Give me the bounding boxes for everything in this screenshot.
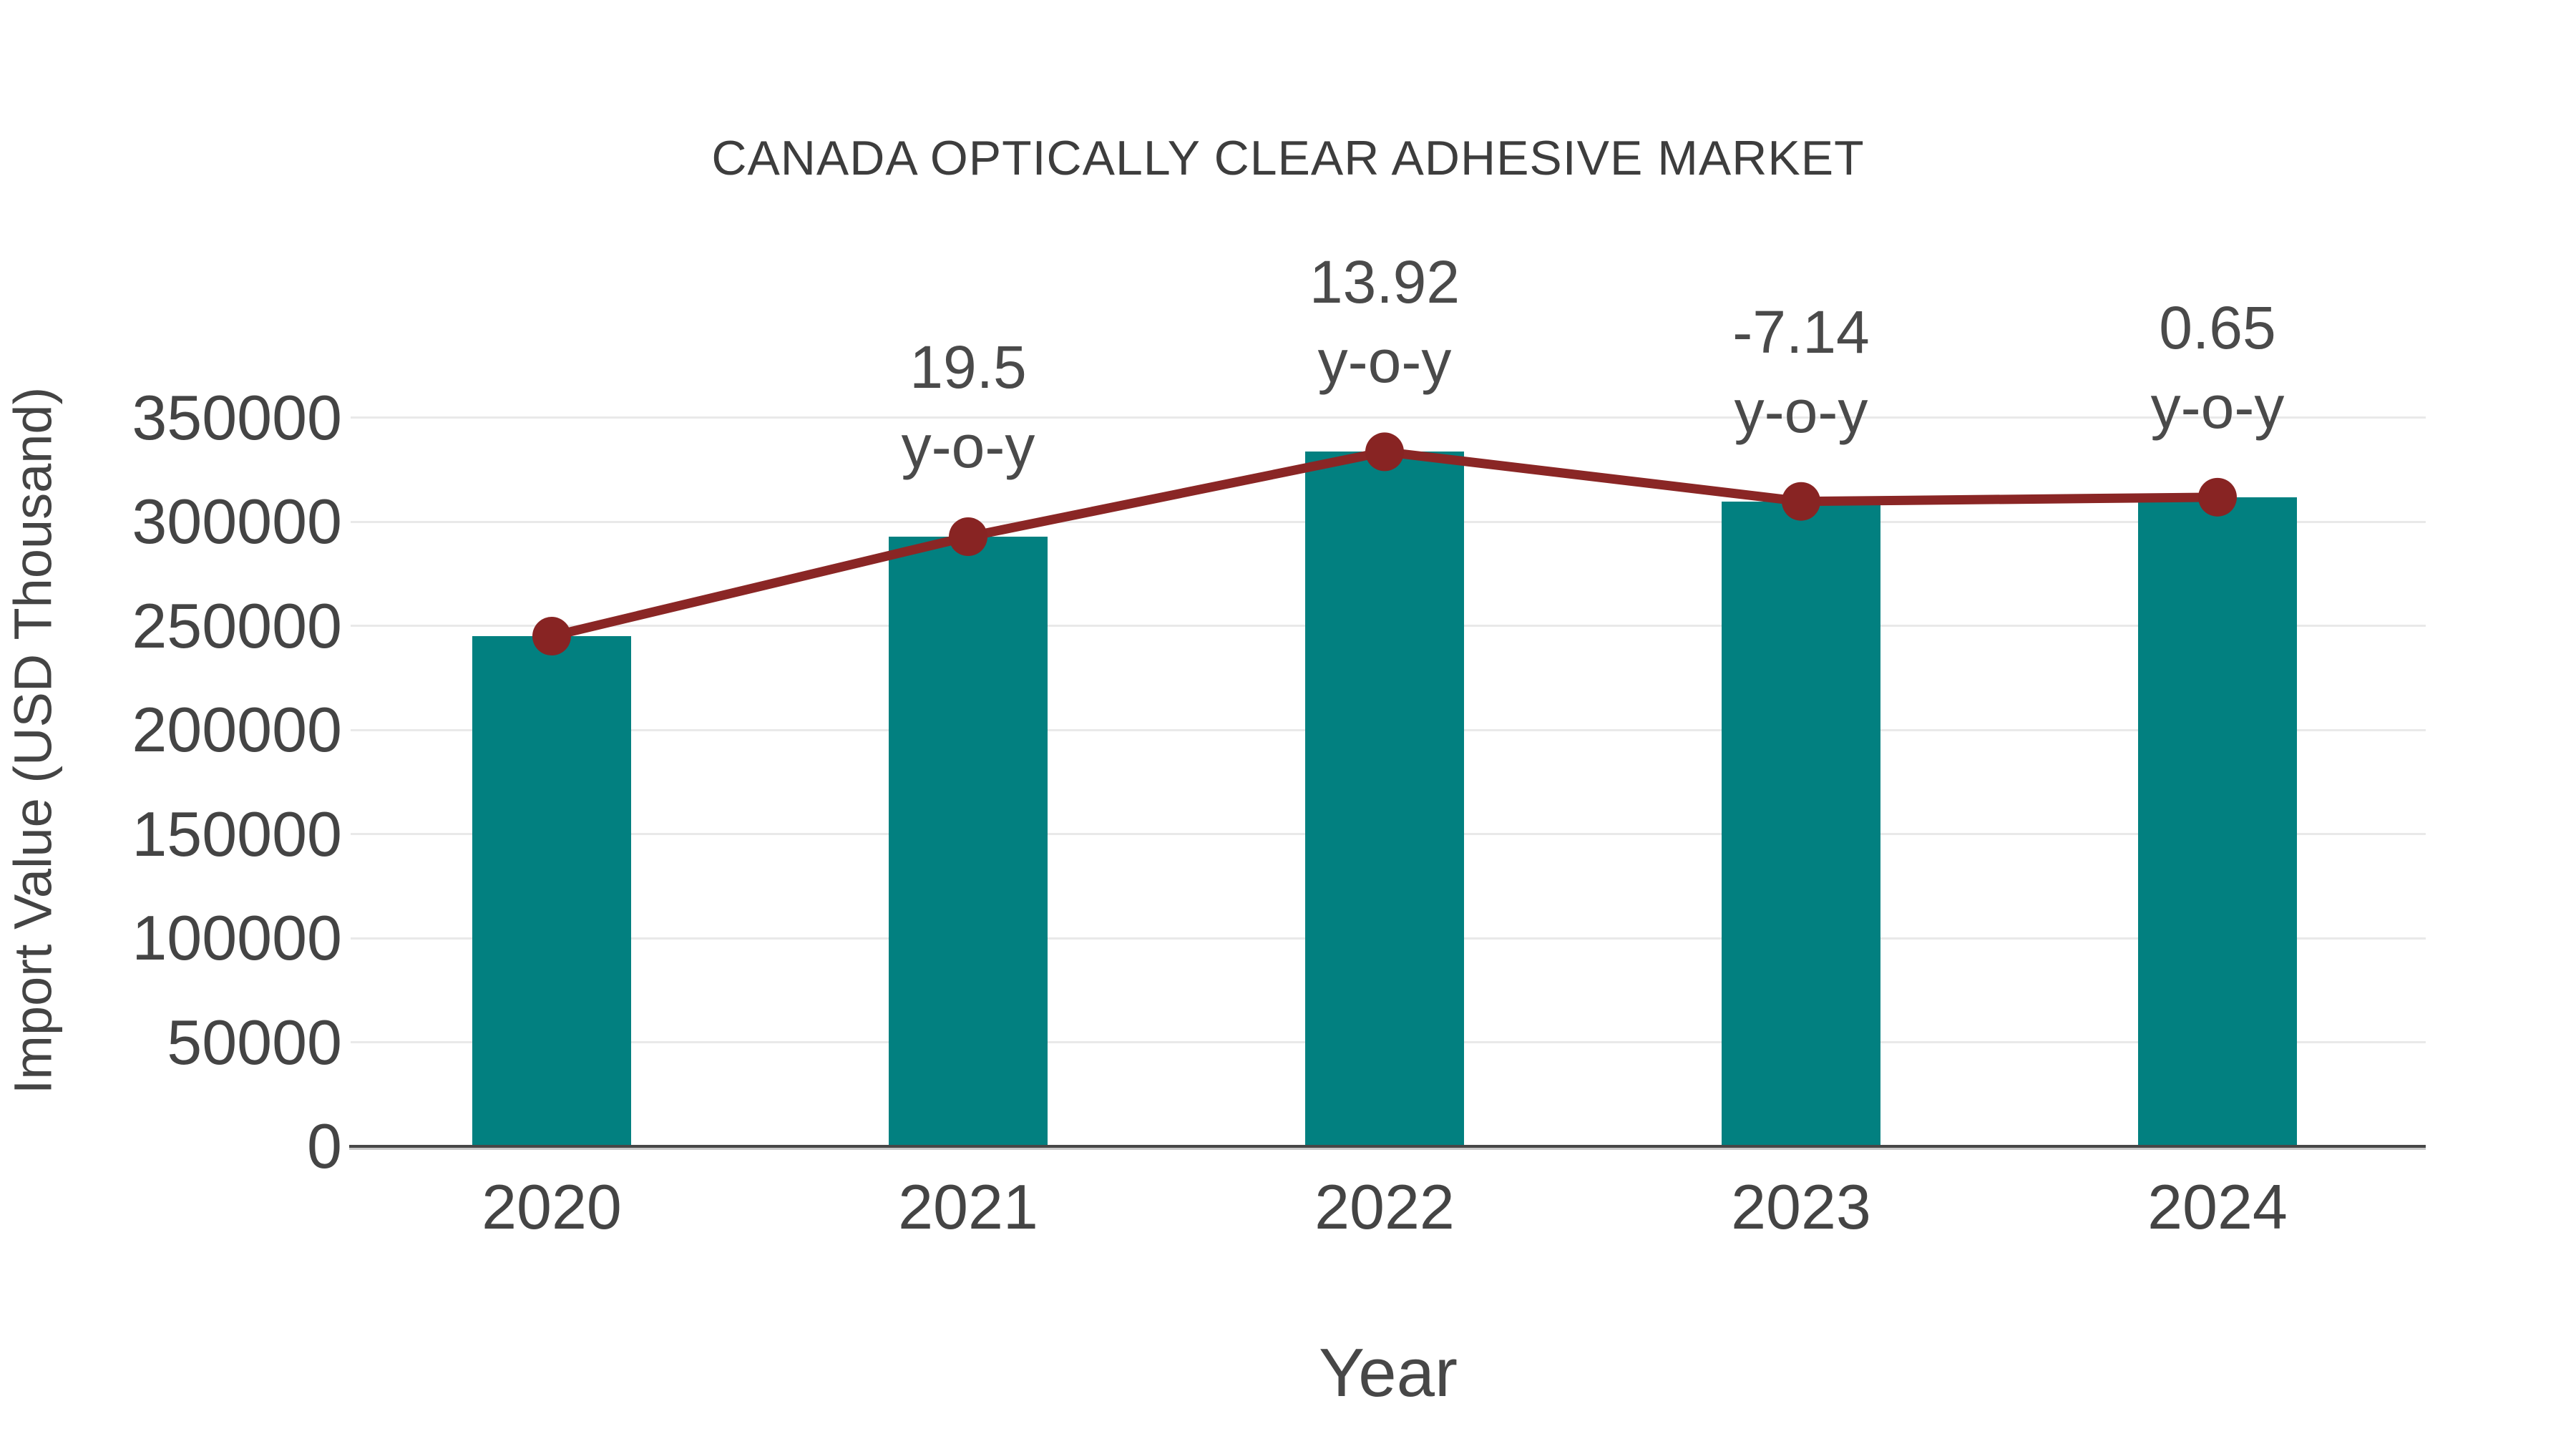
y-tick-label-350000: 350000 bbox=[132, 381, 342, 453]
yoy-label-2022: 13.92 y-o-y bbox=[1156, 243, 1614, 401]
y-tick-label-0: 0 bbox=[307, 1111, 342, 1181]
y-tick-label-300000: 300000 bbox=[132, 486, 342, 557]
bar-2024 bbox=[2138, 497, 2297, 1146]
bar-2023 bbox=[1722, 501, 1880, 1146]
yoy-suffix: y-o-y bbox=[2150, 373, 2285, 441]
x-tick-label-2020: 2020 bbox=[482, 1171, 622, 1242]
yoy-value: 0.65 bbox=[2159, 293, 2276, 361]
x-axis-title: Year bbox=[1319, 1335, 1458, 1411]
gridline-350000 bbox=[351, 416, 2426, 419]
x-axis-line bbox=[349, 1145, 2426, 1150]
yoy-value: -7.14 bbox=[1732, 298, 1870, 366]
yoy-value: 19.5 bbox=[909, 333, 1027, 401]
yoy-label-2021: 19.5 y-o-y bbox=[739, 328, 1197, 487]
x-tick-label-2021: 2021 bbox=[898, 1171, 1038, 1242]
x-tick-label-2023: 2023 bbox=[1731, 1171, 1871, 1242]
bar-2020 bbox=[472, 636, 631, 1146]
chart-title: CANADA OPTICALLY CLEAR ADHESIVE MARKET bbox=[711, 131, 1865, 185]
y-tick-label-200000: 200000 bbox=[132, 694, 342, 765]
y-tick-label-100000: 100000 bbox=[132, 902, 342, 973]
yoy-suffix: y-o-y bbox=[1317, 328, 1452, 396]
y-tick-label-50000: 50000 bbox=[167, 1006, 342, 1078]
y-tick-label-150000: 150000 bbox=[132, 798, 342, 869]
y-tick-label-250000: 250000 bbox=[132, 590, 342, 661]
yoy-label-2023: -7.14 y-o-y bbox=[1572, 293, 2030, 452]
yoy-suffix: y-o-y bbox=[1734, 377, 1868, 445]
x-tick-label-2024: 2024 bbox=[2147, 1171, 2288, 1242]
bar-2022 bbox=[1305, 452, 1464, 1146]
yoy-suffix: y-o-y bbox=[901, 413, 1035, 481]
bar-2021 bbox=[889, 537, 1048, 1146]
yoy-label-2024: 0.65 y-o-y bbox=[1989, 288, 2446, 447]
x-tick-label-2022: 2022 bbox=[1314, 1171, 1455, 1242]
yoy-value: 13.92 bbox=[1309, 248, 1460, 316]
